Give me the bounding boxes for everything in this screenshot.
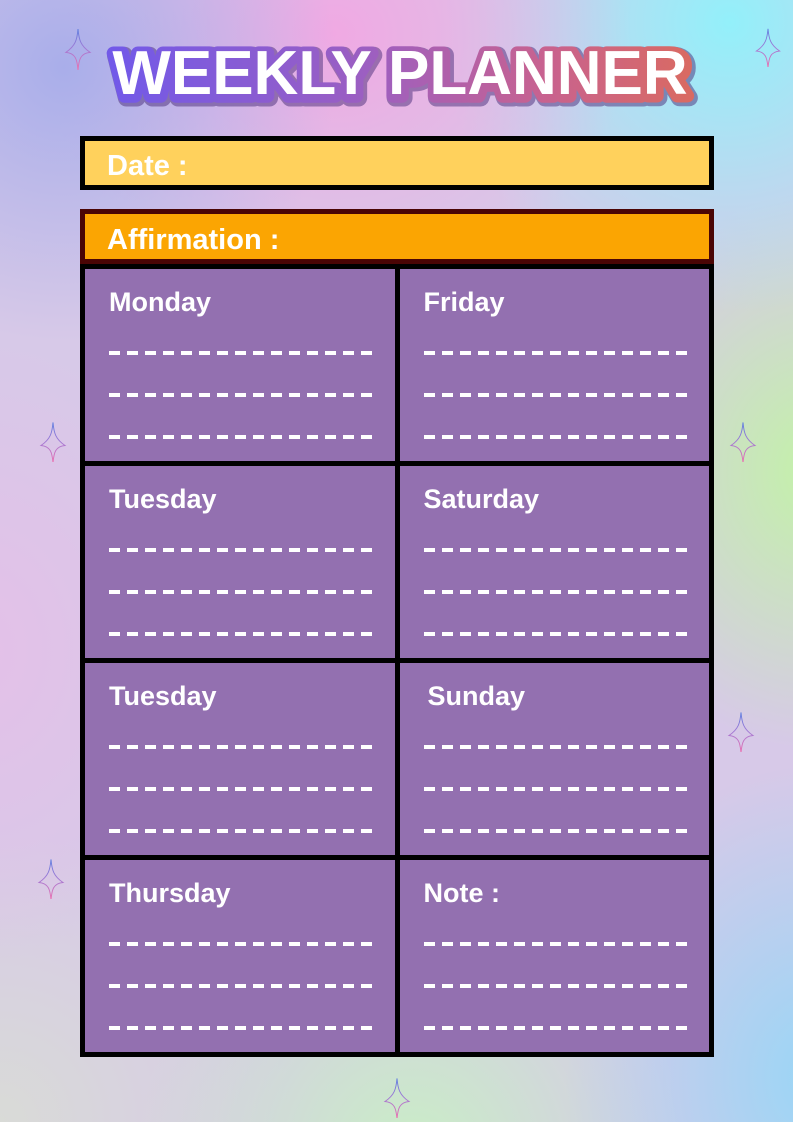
svg-text:WEEKLY PLANNER: WEEKLY PLANNER [112, 39, 687, 108]
